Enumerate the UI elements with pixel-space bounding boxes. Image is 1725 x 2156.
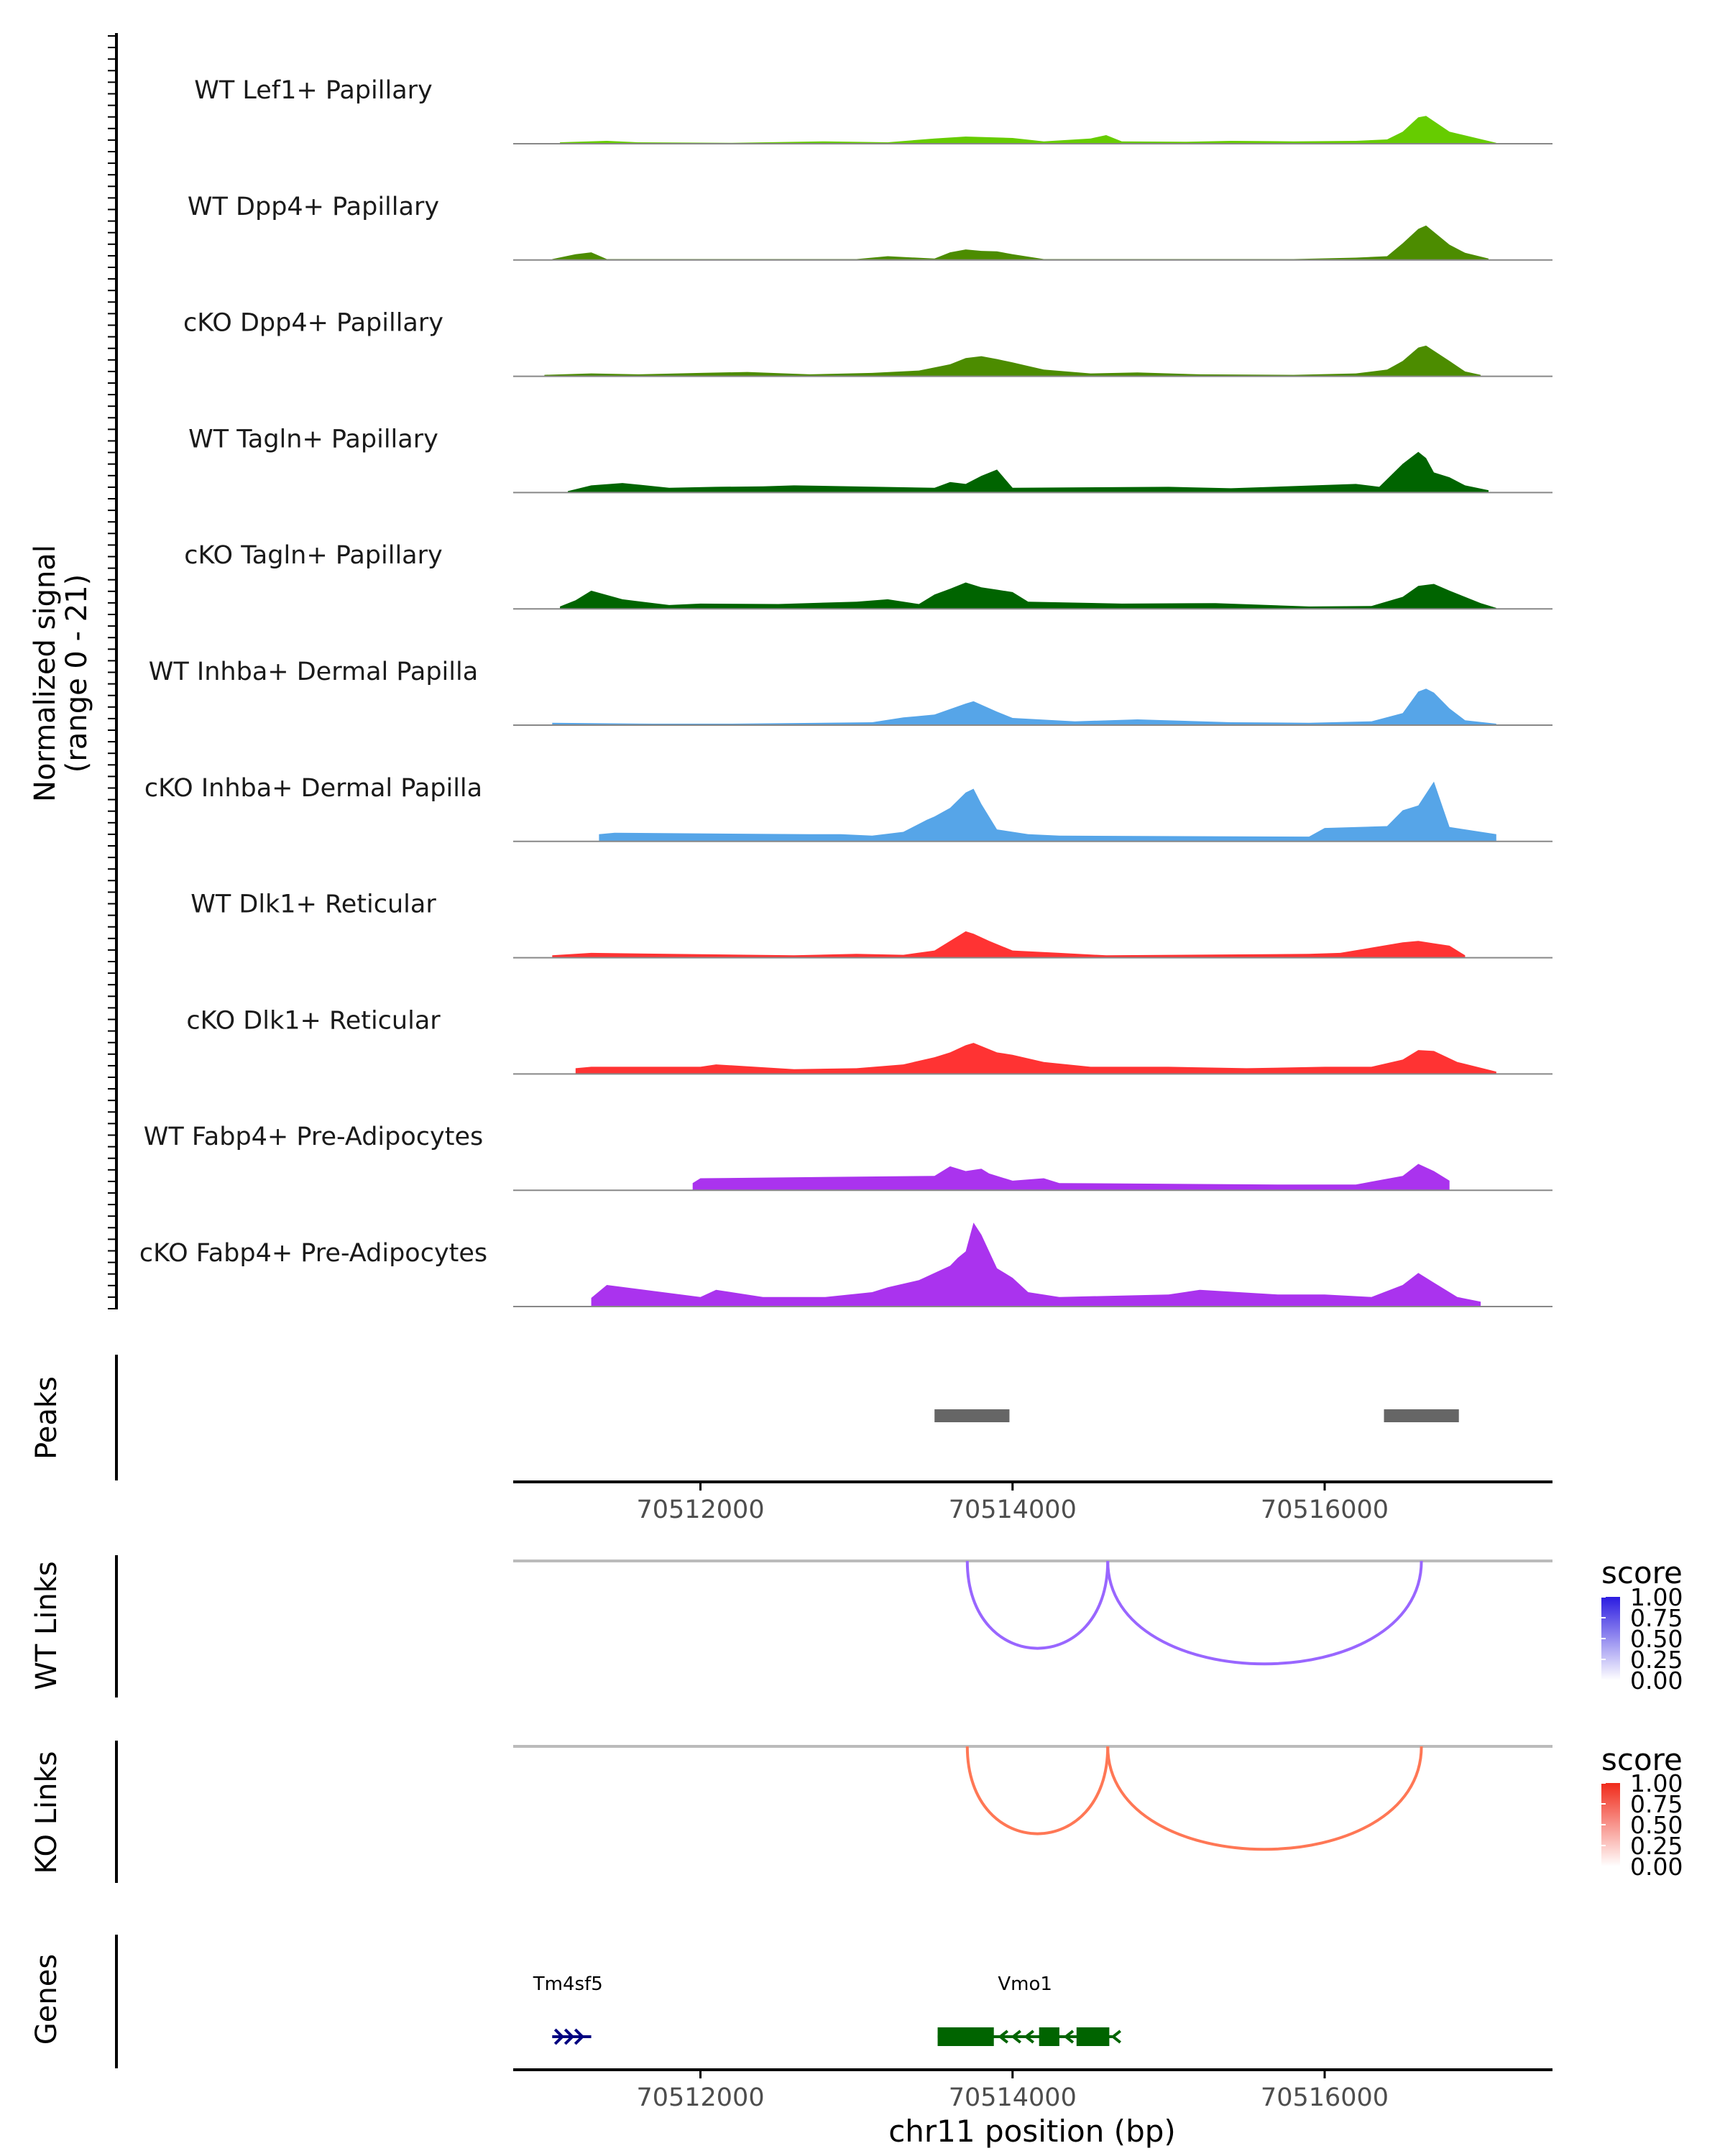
x-axis-upper-tick-label: 70514000 (949, 1496, 1077, 1524)
peaks-track-label: Peaks (30, 1376, 63, 1460)
x-axis-lower-tick-label: 70512000 (636, 2083, 764, 2112)
ko-legend-tick-label: 0.25 (1630, 1832, 1683, 1860)
gene-vmo1-strand-arrow (1011, 2030, 1021, 2044)
track-1-label: WT Lef1+ Papillary (194, 76, 433, 105)
track-10-coverage-area (692, 1164, 1450, 1191)
ko-legend-tick-label: 1.00 (1630, 1769, 1683, 1797)
track-1-coverage-area (560, 116, 1496, 144)
x-axis-lower-tick-label: 70516000 (1261, 2083, 1389, 2112)
links-tracks (115, 1555, 1552, 1883)
wt-legend-tick-label: 0.50 (1630, 1625, 1683, 1653)
wt-links-arc-1 (965, 1560, 1110, 1650)
x-axis-lower: 70512000 70514000 70516000 (513, 2068, 1552, 2112)
track-4-label: WT Tagln+ Papillary (188, 425, 438, 453)
track-8-coverage-area (552, 931, 1466, 958)
track-6-label: WT Inhba+ Dermal Papilla (149, 658, 478, 686)
peaks-track (115, 1355, 1459, 1480)
track-11-label: cKO Fabp4+ Pre-Adipocytes (139, 1239, 487, 1268)
ko-links-arc-2 (1106, 1746, 1423, 1851)
track-9-coverage-area (575, 1043, 1496, 1074)
track-2-coverage-area (552, 225, 1489, 260)
ko-links-arc-1 (965, 1746, 1110, 1835)
score-legends: 1.000.750.500.250.001.000.750.500.250.00 (1601, 1583, 1683, 1881)
ko-legend-tick-label: 0.75 (1630, 1790, 1683, 1818)
track-10-label: WT Fabp4+ Pre-Adipocytes (144, 1123, 483, 1151)
track-6-coverage-area (552, 688, 1496, 725)
gene-vmo1-exon-3 (1076, 2027, 1110, 2046)
wt-legend-tick-label: 0.75 (1630, 1604, 1683, 1632)
peak-region-1 (934, 1409, 1010, 1422)
gene-vmo1-exon-2 (1039, 2027, 1059, 2046)
track-2-label: WT Dpp4+ Papillary (188, 193, 439, 221)
coverage-y-label-line2: (range 0 - 21) (60, 574, 93, 773)
genes-track: Tm4sf5 Vmo1 (115, 1935, 1121, 2068)
x-axis-upper-tick-label: 70512000 (636, 1496, 764, 1524)
x-axis-upper-tick-label: 70516000 (1261, 1496, 1389, 1524)
gene-vmo1-strand-arrow (1110, 2030, 1121, 2044)
genes-track-label: Genes (30, 1954, 63, 2045)
gene-vmo1-label: Vmo1 (998, 1973, 1052, 1995)
gene-vmo1-strand-arrow (1024, 2030, 1034, 2044)
wt-legend-tick-label: 1.00 (1630, 1583, 1683, 1611)
wt-legend-tick-label: 0.25 (1630, 1646, 1683, 1674)
track-3-label: cKO Dpp4+ Papillary (183, 309, 443, 338)
gene-vmo1-strand-arrow (1063, 2030, 1075, 2044)
ko-links-track-label: KO Links (30, 1751, 63, 1874)
gene-vmo1-strand-arrow (998, 2030, 1008, 2044)
track-9-label: cKO Dlk1+ Reticular (186, 1006, 441, 1035)
ko-legend-tick-label: 0.50 (1630, 1811, 1683, 1839)
wt-legend-tick-label: 0.00 (1630, 1667, 1683, 1695)
gene-tm4sf5-strand-arrow (564, 2028, 575, 2045)
coverage-y-label-line1: Normalized signal (29, 545, 62, 802)
x-axis-upper: 70512000 70514000 70516000 (513, 1480, 1552, 1524)
gene-tm4sf5-strand-arrow (574, 2028, 585, 2045)
track-4-coverage-area (568, 451, 1489, 493)
x-axis-lower-tick-label: 70514000 (949, 2083, 1077, 2112)
ko-legend-title: score (1601, 1742, 1683, 1777)
track-7-label: cKO Inhba+ Dermal Papilla (144, 774, 482, 803)
track-3-coverage-area (544, 345, 1481, 377)
peak-region-2 (1384, 1409, 1459, 1422)
gene-tm4sf5-label: Tm4sf5 (533, 1973, 603, 1995)
wt-legend-title: score (1601, 1555, 1683, 1590)
gene-vmo1-exon-1 (937, 2027, 994, 2046)
track-7-coverage-area (599, 781, 1496, 842)
wt-links-track-label: WT Links (30, 1561, 63, 1690)
track-5-coverage-area (560, 582, 1496, 609)
x-axis-title: chr11 position (bp) (888, 2114, 1176, 2149)
gene-tm4sf5-strand-arrow (553, 2028, 565, 2045)
wt-links-arc-2 (1106, 1560, 1423, 1666)
ko-legend-tick-label: 0.00 (1630, 1853, 1683, 1881)
track-11-coverage-area (591, 1222, 1481, 1307)
track-8-label: WT Dlk1+ Reticular (190, 890, 436, 919)
track-5-label: cKO Tagln+ Papillary (184, 541, 443, 570)
coverage-tracks: WT Lef1+ Papillary WT Dpp4+ Papillary cKO … (108, 33, 1552, 1309)
